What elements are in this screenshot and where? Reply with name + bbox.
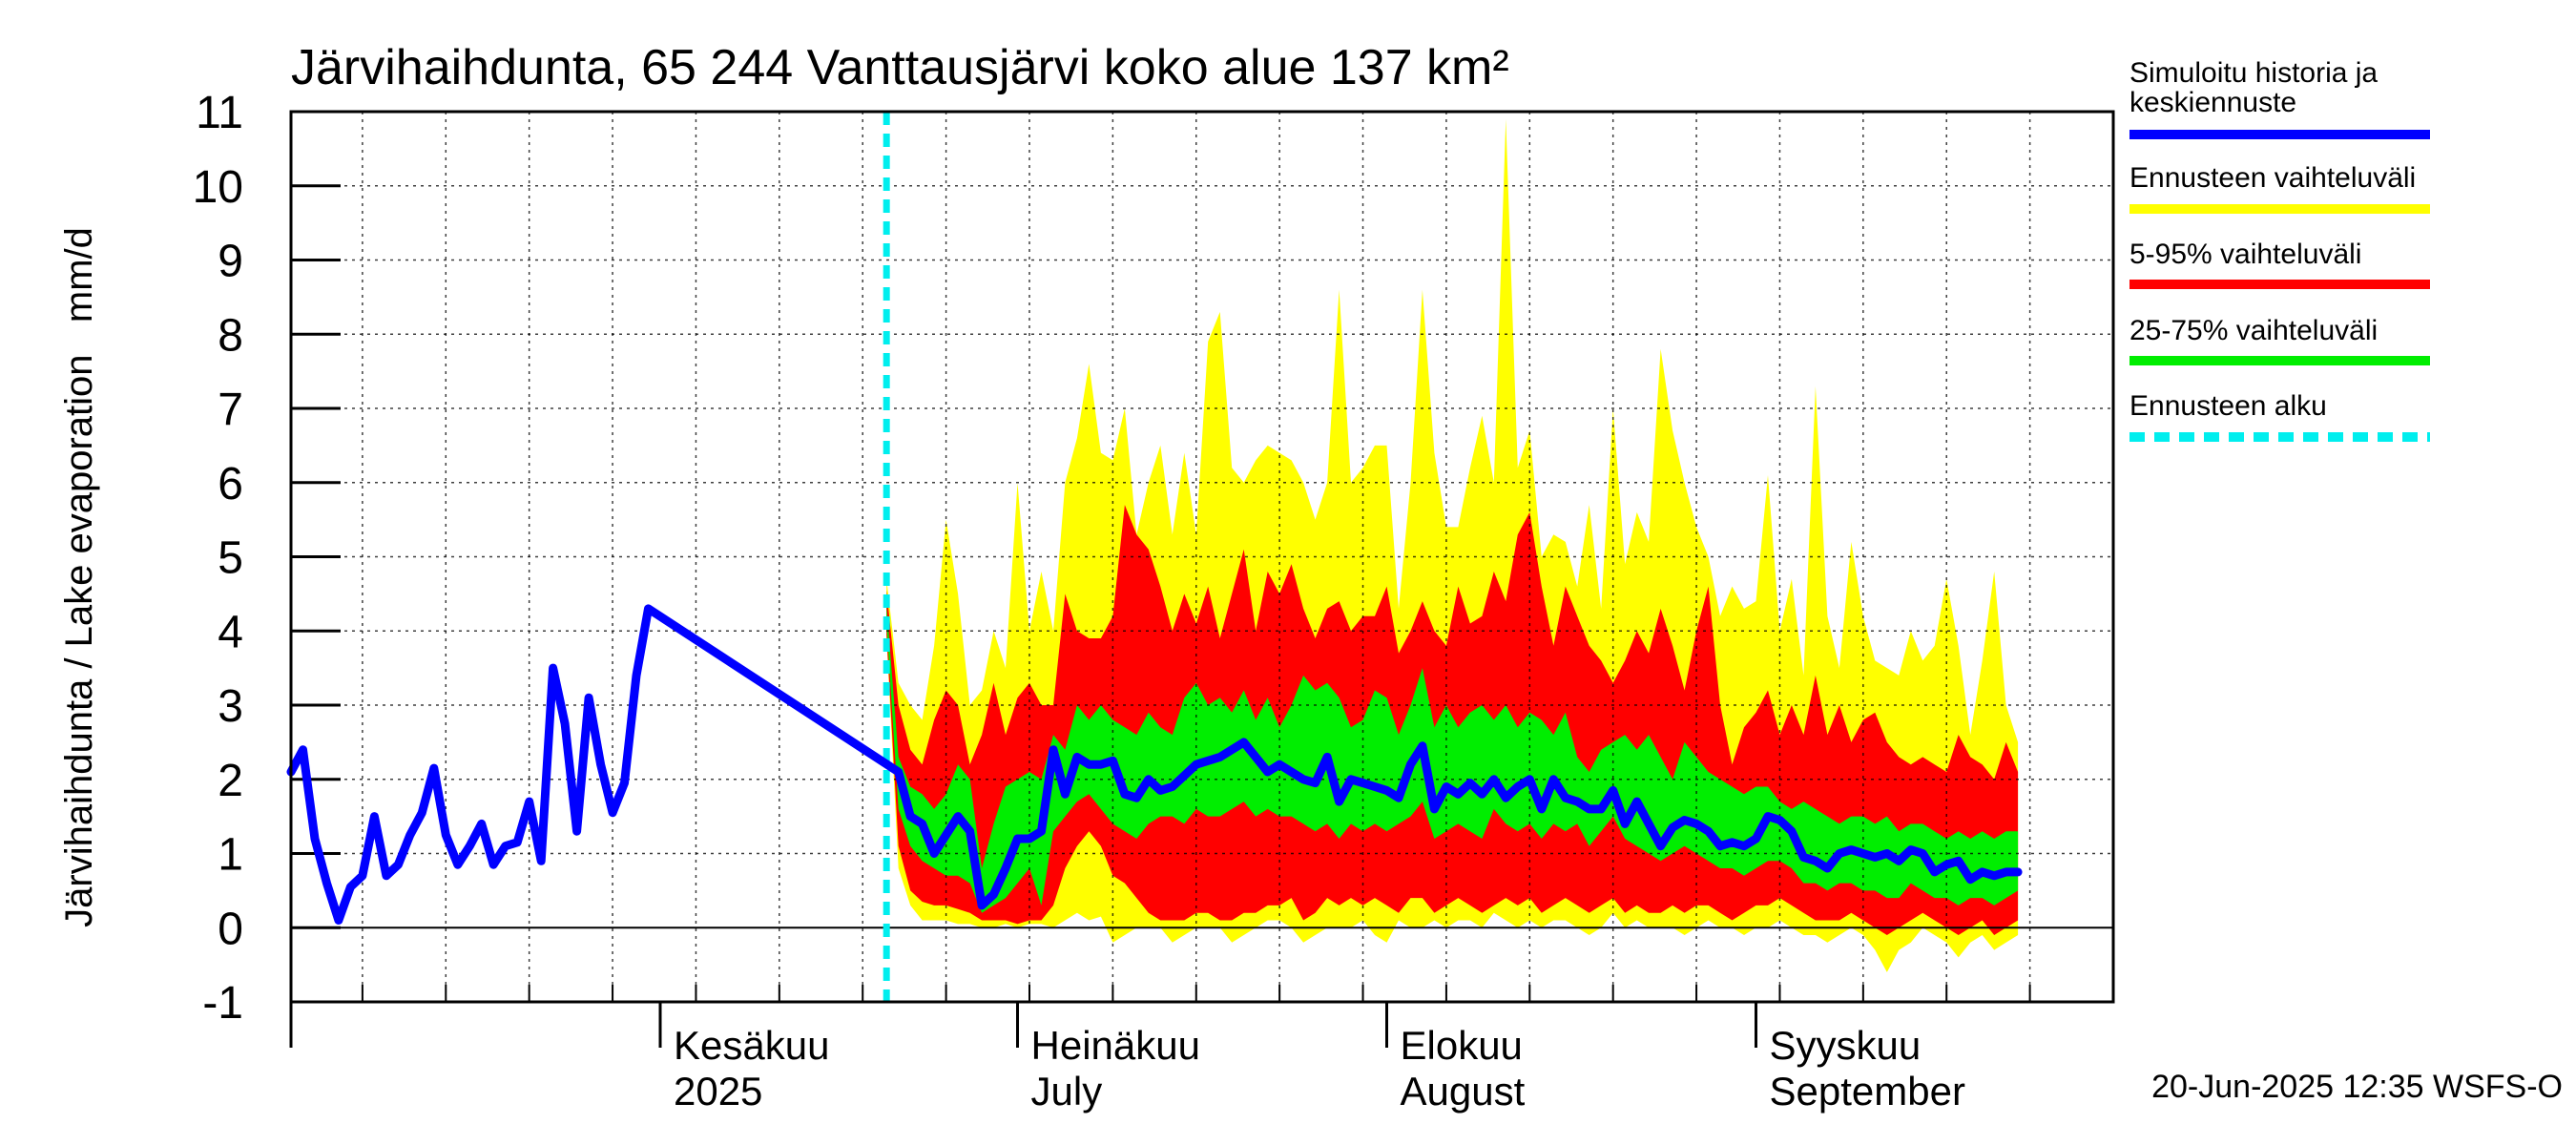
grid-lines	[291, 111, 2113, 1003]
y-axis-label: Järvihaihdunta / Lake evaporation mm/d	[58, 227, 100, 927]
x-month-sublabel: July	[1031, 1069, 1103, 1114]
y-tick-label: 10	[193, 162, 243, 213]
mean-series-line	[286, 604, 2023, 925]
y-tick-label: 5	[218, 533, 243, 584]
legend-label-line2: keskiennuste	[2129, 87, 2296, 118]
chart-title: Järvihaihdunta, 65 244 Vanttausjärvi kok…	[291, 40, 1509, 95]
y-tick-label: 2	[218, 756, 243, 806]
y-tick-label: 8	[218, 310, 243, 361]
y-axis-ticks: -1 0 1 2 3 4 5 6 7 8 9 10 11	[193, 88, 341, 1029]
x-month-label: Heinäkuu	[1031, 1023, 1200, 1068]
y-tick-label: 4	[218, 607, 243, 657]
x-month-sublabel: August	[1400, 1069, 1525, 1114]
y-tick-label: 3	[218, 681, 243, 732]
y-tick-label: 6	[218, 459, 243, 510]
y-tick-label: 7	[218, 385, 243, 435]
plot-frame	[289, 110, 2115, 1004]
legend-label: Ennusteen vaihteluväli	[2129, 162, 2416, 194]
x-month-label: Elokuu	[1400, 1023, 1522, 1068]
y-tick-label: 11	[196, 88, 243, 138]
legend-label: Ennusteen alku	[2129, 390, 2327, 422]
band-25-75	[886, 605, 2019, 913]
y-tick-label: 0	[218, 904, 243, 954]
x-month-label: Kesäkuu	[674, 1023, 829, 1068]
x-month-sublabel: 2025	[674, 1069, 762, 1114]
y-tick-label: 1	[218, 830, 243, 881]
x-month-label: Syyskuu	[1769, 1023, 1921, 1068]
y-tick-label: 9	[218, 237, 243, 287]
footer-timestamp: 20-Jun-2025 12:35 WSFS-O	[2151, 1069, 2563, 1105]
x-month-sublabel: September	[1769, 1069, 1964, 1114]
forecast-bands	[886, 118, 2019, 972]
y-tick-label: -1	[202, 978, 243, 1029]
legend-label: Simuloitu historia ja	[2129, 57, 2378, 89]
legend-label: 5-95% vaihteluväli	[2129, 239, 2361, 270]
legend-label: 25-75% vaihteluväli	[2129, 315, 2378, 346]
